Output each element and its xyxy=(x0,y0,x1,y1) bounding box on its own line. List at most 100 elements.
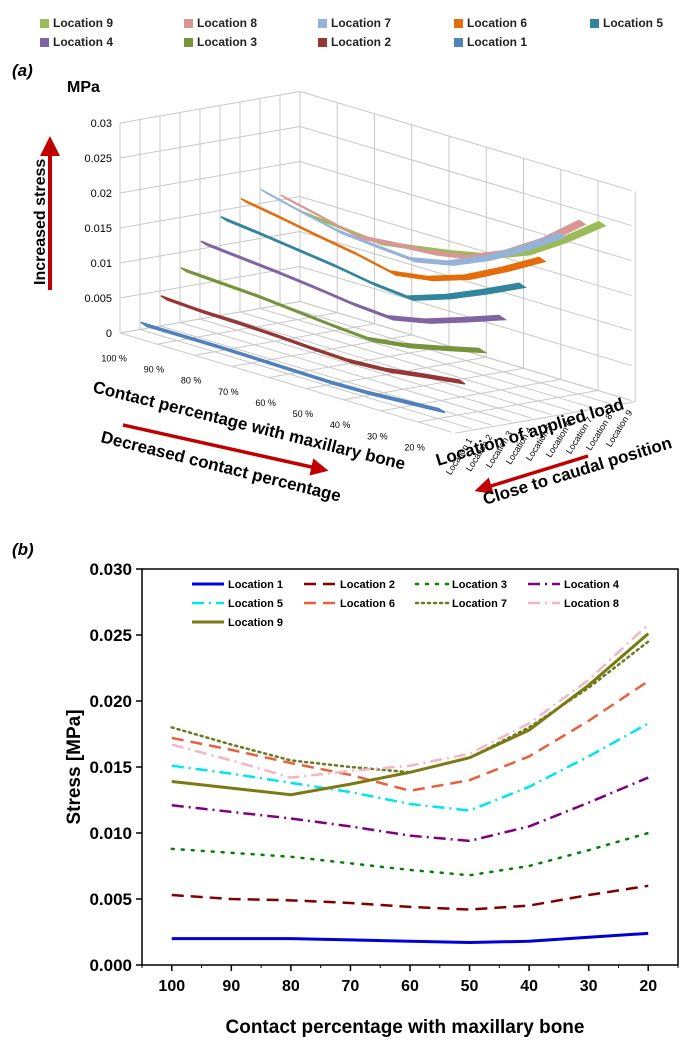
z-tick-label: 0.03 xyxy=(91,118,112,130)
grid-wall-line xyxy=(299,231,632,332)
line-location-9 xyxy=(171,632,650,797)
grid-wall-line xyxy=(119,91,301,124)
ribbon-location-5 xyxy=(220,216,527,301)
x-tick-label: 20 % xyxy=(404,442,425,452)
z-tick-label: 0.02 xyxy=(91,188,112,200)
x-tick-label: 40 % xyxy=(330,420,351,430)
x-tick-label: 90 % xyxy=(144,365,165,375)
x-tick-label: 30 % xyxy=(367,431,388,441)
x-tick-label: 70 % xyxy=(218,387,239,397)
legend-a-entry: Location 2 xyxy=(331,35,391,49)
y-tick-label: 0.030 xyxy=(89,560,132,579)
z-tick-label: 0.025 xyxy=(84,153,112,165)
x-tick-label: 60 % xyxy=(255,398,276,408)
grid-floor-line xyxy=(239,311,572,412)
panel-a-ribbons xyxy=(140,188,607,414)
legend-a-entry: Location 8 xyxy=(197,16,257,30)
x-tick-label: 100 % xyxy=(101,353,127,363)
panel-b-legend: Location 1 Location 2 Location 3 Location 4… xyxy=(192,579,620,629)
x-tick-label: 80 % xyxy=(181,376,202,386)
x-tick-label: 40 xyxy=(520,978,538,995)
legend-a-entry: Location 5 xyxy=(603,16,663,30)
line-location-7 xyxy=(170,640,650,774)
legend-a-swatch xyxy=(40,38,49,47)
grid-wall-line xyxy=(299,91,632,192)
legend-a-swatch xyxy=(318,19,327,28)
ribbon-location-4 xyxy=(200,240,508,324)
stress-arrow-label: Increased stress xyxy=(32,159,49,285)
grid-wall-line xyxy=(119,231,301,264)
y-tick-label: 0.020 xyxy=(89,692,132,711)
panel-a-label: (a) xyxy=(12,61,33,80)
legend-b-entry: Location 8 xyxy=(564,598,619,610)
ribbon-location-6 xyxy=(240,197,547,282)
grid-wall-line xyxy=(119,126,301,159)
grid-floor-line xyxy=(417,390,599,423)
legend-a-swatch xyxy=(40,19,49,28)
grid-floor-line xyxy=(455,401,636,434)
panel-b-xlabel: Contact percentage with maxillary bone xyxy=(226,1017,585,1038)
legend-a-entry: Location 6 xyxy=(467,16,527,30)
grid-floor-line xyxy=(279,304,612,405)
contact-arrow xyxy=(122,423,329,476)
legend-a-entry: Location 3 xyxy=(197,35,257,49)
legend-a-swatch xyxy=(318,38,327,47)
x-tick-label: 60 xyxy=(401,978,419,995)
legend-a-entry: Location 7 xyxy=(331,16,391,30)
grid-floor-line xyxy=(139,329,472,430)
grid-wall-line xyxy=(119,196,301,229)
ribbon-location-3 xyxy=(180,267,488,354)
location-arrow xyxy=(474,454,589,495)
legend-a-swatch xyxy=(454,38,463,47)
y-tick-label: 0.025 xyxy=(89,626,132,645)
grid-floor-line xyxy=(199,318,532,419)
line-location-3 xyxy=(170,831,650,877)
legend-b-entry: Location 3 xyxy=(452,579,507,591)
grid-floor-line xyxy=(179,322,512,423)
legend-a-swatch xyxy=(590,19,599,28)
legend-b-entry: Location 7 xyxy=(452,598,507,610)
grid-floor-line xyxy=(259,308,592,409)
x-tick-label: 80 xyxy=(282,978,300,995)
z-tick-label: 0.01 xyxy=(91,258,112,270)
line-location-4 xyxy=(171,776,649,843)
legend-a-swatch xyxy=(454,19,463,28)
y-tick-label: 0.000 xyxy=(89,956,132,975)
legend-a-entry: Location 9 xyxy=(53,16,113,30)
panel-a-unit: MPa xyxy=(67,79,100,96)
legend-a-swatch xyxy=(184,19,193,28)
grid-wall-line xyxy=(119,266,301,299)
line-location-6 xyxy=(171,680,649,793)
z-tick-label: 0 xyxy=(106,328,112,340)
grid-floor-line xyxy=(119,332,452,433)
x-tick-label: 90 xyxy=(222,978,240,995)
z-tick-label: 0.015 xyxy=(84,223,112,235)
panel-b-axes: 0.000 0.005 0.010 0.015 0.020 0.025 0.030 100 90… xyxy=(89,560,679,995)
panel-a-legend: Location 9 Location 8 Location 7 Location 6… xyxy=(40,16,663,49)
legend-a-swatch xyxy=(184,38,193,47)
y-tick-label: 0.010 xyxy=(89,824,132,843)
ribbon-location-2 xyxy=(160,295,466,385)
x-tick-label: 50 xyxy=(461,978,479,995)
x-tick-label: 100 xyxy=(158,978,185,995)
grid-wall-line xyxy=(119,301,301,334)
z-tick-label: 0.005 xyxy=(84,293,112,305)
panel-b-plot-frame xyxy=(141,568,679,966)
legend-b-entry: Location 4 xyxy=(564,579,620,591)
legend-b-entry: Location 2 xyxy=(340,579,395,591)
panel-b-lines xyxy=(170,623,650,945)
x-tick-label: 20 xyxy=(639,978,657,995)
line-location-5 xyxy=(171,722,649,812)
panel-b-ylabel: Stress [MPa] xyxy=(64,709,85,824)
grid-wall-line xyxy=(299,161,632,262)
panel-b-label: (b) xyxy=(12,540,34,559)
grid-wall-line xyxy=(299,196,632,297)
legend-b-entry: Location 1 xyxy=(228,579,283,591)
legend-a-entry: Location 4 xyxy=(53,35,113,49)
legend-b-entry: Location 9 xyxy=(228,617,283,629)
ribbon-location-1 xyxy=(140,321,446,414)
x-tick-label: 70 xyxy=(342,978,360,995)
ribbon-location-7 xyxy=(260,188,567,266)
